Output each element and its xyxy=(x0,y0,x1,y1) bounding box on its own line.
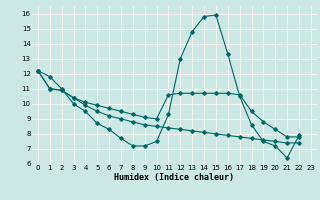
X-axis label: Humidex (Indice chaleur): Humidex (Indice chaleur) xyxy=(115,173,234,182)
